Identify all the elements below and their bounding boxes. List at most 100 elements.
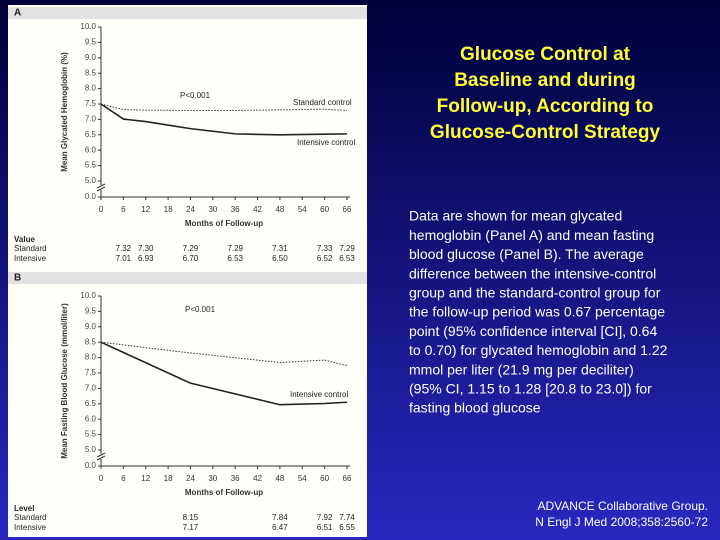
x-tick-label: 0 [99,205,104,214]
axis-break [96,186,106,192]
y-tick-label: 0.0 [85,192,97,201]
table-value: 6.47 [272,523,288,532]
x-tick-label: 6 [121,205,126,214]
y-tick-label: 7.0 [85,115,97,124]
y-tick-label: 8.5 [85,68,97,77]
y-tick-label: 7.5 [85,368,97,377]
slide-title: Follow-up, According to [437,96,654,117]
table-value: 7.29 [183,244,199,253]
body-text: mmol per liter (21.9 mg per deciliter) [409,361,634,377]
table-value: 7.84 [272,513,288,522]
table-value: 6.53 [227,254,243,263]
axis-break [96,183,106,189]
y-tick-label: 8.0 [85,84,97,93]
x-tick-label: 48 [275,205,284,214]
slide-title: Glucose Control at [460,44,631,65]
panel-label: A [14,8,21,19]
x-tick-label: 12 [141,474,150,483]
x-tick-label: 60 [320,474,329,483]
series-line [100,341,348,367]
x-tick-label: 66 [343,205,352,214]
table-row-label: Standard [14,244,46,253]
table-value: 7.74 [339,513,355,522]
table-value: 7.29 [227,244,243,253]
table-value: 8.15 [183,513,199,522]
table-row-label: Intensive [14,254,47,263]
annotation: Intensive control [290,390,348,399]
figure-panel [8,5,367,537]
x-tick-label: 42 [253,474,262,483]
x-tick-label: 48 [275,474,284,483]
annotation: Standard control [293,98,352,107]
x-tick-label: 30 [208,474,217,483]
table-value: 6.50 [272,254,288,263]
citation: N Engl J Med 2008;358:2560-72 [535,515,708,529]
y-tick-label: 5.0 [85,445,97,454]
body-text: Data are shown for mean glycated [409,208,622,224]
body-text: hemoglobin (Panel A) and mean fasting [409,227,654,243]
table-value: 7.30 [138,244,154,253]
table-value: 7.01 [116,254,132,263]
citation: ADVANCE Collaborative Group. [537,499,708,513]
x-tick-label: 18 [164,205,173,214]
table-value: 6.55 [339,523,355,532]
x-axis-label: Months of Follow-up [185,488,263,497]
x-tick-label: 18 [164,474,173,483]
y-tick-label: 8.0 [85,353,97,362]
y-tick-label: 7.0 [85,384,97,393]
annotation: P<0.001 [185,305,216,314]
y-tick-label: 0.0 [85,461,97,470]
table-value: 6.53 [339,254,355,263]
x-tick-label: 54 [298,474,307,483]
table-row-label: Standard [14,513,46,522]
x-tick-label: 60 [320,205,329,214]
y-tick-label: 9.5 [85,38,97,47]
annotation: P<0.001 [180,91,211,100]
table-title: Level [14,504,34,513]
table-value: 6.52 [317,254,333,263]
x-tick-label: 36 [231,474,240,483]
table-title: Value [14,235,35,244]
slide-title: Baseline and during [454,70,636,91]
table-value: 7.29 [339,244,355,253]
x-tick-label: 54 [298,205,307,214]
y-axis-label: Mean Fasting Blood Glucose (mmol/liter) [60,303,69,459]
x-tick-label: 0 [99,474,104,483]
table-value: 6.93 [138,254,154,263]
series-line [100,103,348,136]
y-tick-label: 7.5 [85,99,97,108]
x-tick-label: 12 [141,205,150,214]
x-axis-label: Months of Follow-up [185,219,263,228]
table-value: 7.32 [116,244,132,253]
y-tick-label: 10.0 [80,22,96,31]
axis-break [96,455,106,461]
table-row-label: Intensive [14,523,47,532]
series-line [100,103,348,111]
x-tick-label: 30 [208,205,217,214]
body-text: point (95% confidence interval [CI], 0.6… [409,323,657,339]
y-tick-label: 9.5 [85,307,97,316]
body-text: (95% CI, 1.15 to 1.28 [20.8 to 23.0]) fo… [409,381,652,397]
y-axis-label: Mean Glycated Hemoglobin (%) [60,52,69,172]
table-value: 7.17 [183,523,199,532]
table-value: 7.31 [272,244,288,253]
x-tick-label: 24 [186,205,195,214]
x-tick-label: 6 [121,474,126,483]
axis-break [96,452,106,458]
body-text: group and the standard-control group for [409,285,661,301]
table-value: 6.51 [317,523,333,532]
axis-break [97,185,105,190]
y-tick-label: 6.0 [85,414,97,423]
y-tick-label: 8.5 [85,337,97,346]
table-value: 6.70 [183,254,199,263]
body-text: blood glucose (Panel B). The average [409,246,644,262]
x-tick-label: 42 [253,205,262,214]
y-tick-label: 5.5 [85,161,97,170]
y-tick-label: 6.5 [85,399,97,408]
y-tick-label: 5.5 [85,430,97,439]
series-line [100,341,348,406]
table-value: 7.92 [317,513,333,522]
x-tick-label: 36 [231,205,240,214]
body-text: to 0.70) for glycated hemoglobin and 1.2… [409,342,668,358]
